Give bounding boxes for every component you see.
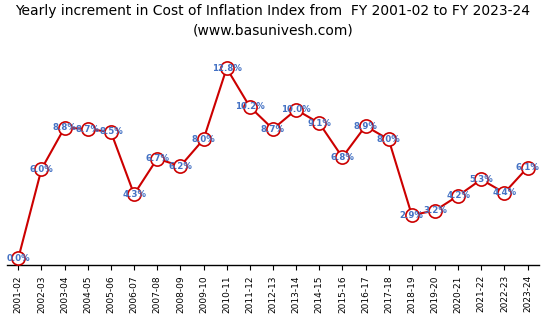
Point <box>315 120 324 126</box>
Text: 6.7%: 6.7% <box>145 154 169 163</box>
Text: 8.7%: 8.7% <box>261 125 285 133</box>
Text: 8.0%: 8.0% <box>377 135 401 144</box>
Text: 6.0%: 6.0% <box>29 165 54 174</box>
Point <box>222 66 231 71</box>
Text: 8.0%: 8.0% <box>192 135 215 144</box>
Point <box>407 212 416 217</box>
Point <box>338 155 347 160</box>
Point <box>477 177 485 182</box>
Point <box>523 165 532 170</box>
Point <box>37 166 46 171</box>
Text: 3.2%: 3.2% <box>423 206 447 215</box>
Point <box>176 164 185 169</box>
Text: 4.3%: 4.3% <box>122 190 146 199</box>
Point <box>60 125 69 130</box>
Text: 8.9%: 8.9% <box>354 121 377 131</box>
Text: 5.3%: 5.3% <box>470 175 493 184</box>
Point <box>500 190 509 195</box>
Text: 8.7%: 8.7% <box>76 125 100 133</box>
Point <box>292 107 300 112</box>
Text: 6.1%: 6.1% <box>515 163 539 172</box>
Text: 4.2%: 4.2% <box>446 191 470 200</box>
Point <box>361 124 370 129</box>
Point <box>431 208 440 213</box>
Title: Yearly increment in Cost of Inflation Index from  FY 2001-02 to FY 2023-24
(www.: Yearly increment in Cost of Inflation In… <box>15 4 530 38</box>
Text: 8.8%: 8.8% <box>53 123 76 132</box>
Text: 12.8%: 12.8% <box>212 64 241 73</box>
Point <box>153 156 162 161</box>
Text: 4.4%: 4.4% <box>492 188 517 197</box>
Text: 2.9%: 2.9% <box>400 210 424 220</box>
Text: 6.2%: 6.2% <box>168 162 192 171</box>
Point <box>84 126 92 132</box>
Point <box>454 193 462 198</box>
Text: 0.0%: 0.0% <box>7 254 30 262</box>
Text: 10.0%: 10.0% <box>281 105 311 114</box>
Point <box>14 256 23 261</box>
Point <box>245 104 254 109</box>
Text: 10.2%: 10.2% <box>235 102 265 111</box>
Text: 8.5%: 8.5% <box>99 127 123 137</box>
Point <box>384 137 393 142</box>
Text: 6.8%: 6.8% <box>330 153 354 162</box>
Point <box>269 126 277 132</box>
Point <box>106 129 115 134</box>
Text: 9.1%: 9.1% <box>307 119 331 128</box>
Point <box>199 137 208 142</box>
Point <box>130 192 139 197</box>
